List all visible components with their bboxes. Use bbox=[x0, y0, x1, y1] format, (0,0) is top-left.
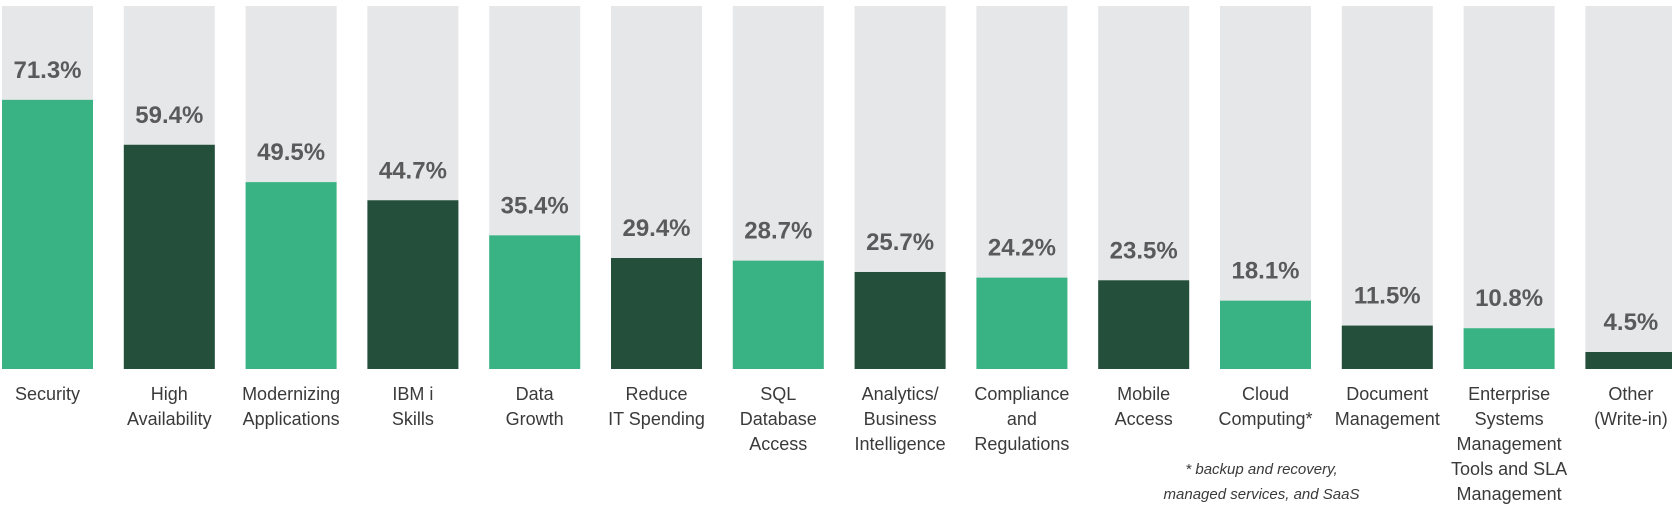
data-label: 24.2% bbox=[988, 235, 1056, 262]
tick-label: Computing* bbox=[1218, 409, 1312, 429]
tick-label: Other bbox=[1608, 384, 1653, 404]
bar-track bbox=[1585, 6, 1672, 369]
bar bbox=[732, 260, 824, 369]
tick-label: Data bbox=[516, 384, 555, 404]
bar bbox=[1585, 352, 1672, 369]
tick-label: Intelligence bbox=[855, 434, 946, 454]
bar bbox=[976, 277, 1068, 369]
bar bbox=[1098, 280, 1190, 369]
tick-label: Management bbox=[1457, 484, 1562, 504]
data-label: 23.5% bbox=[1110, 237, 1178, 264]
data-label: 11.5% bbox=[1354, 283, 1421, 310]
data-label: 18.1% bbox=[1231, 258, 1299, 285]
tick-label: Mobile bbox=[1117, 384, 1170, 404]
data-label: 10.8% bbox=[1475, 285, 1543, 312]
tick-label: SQL bbox=[760, 384, 796, 404]
bar bbox=[1463, 328, 1555, 369]
tick-label: Management bbox=[1457, 434, 1562, 454]
data-label: 28.7% bbox=[744, 218, 812, 245]
tick-label: Database bbox=[740, 409, 817, 429]
tick-label: Cloud bbox=[1242, 384, 1289, 404]
data-label: 49.5% bbox=[257, 139, 325, 166]
tick-label: Analytics/ bbox=[862, 384, 939, 404]
tick-label: Management bbox=[1335, 409, 1440, 429]
tick-label: Tools and SLA bbox=[1451, 459, 1567, 479]
tick-label: Security bbox=[15, 384, 80, 404]
data-label: 4.5% bbox=[1604, 309, 1659, 336]
tick-label: Access bbox=[749, 434, 807, 454]
data-label: 59.4% bbox=[135, 102, 203, 129]
tick-label: Document bbox=[1346, 384, 1428, 404]
tick-label: Reduce bbox=[625, 384, 687, 404]
bar bbox=[1220, 300, 1311, 369]
bar-track bbox=[1341, 6, 1433, 369]
bar bbox=[611, 258, 702, 369]
bar bbox=[1341, 325, 1433, 369]
bar bbox=[367, 200, 459, 369]
data-label: 25.7% bbox=[866, 229, 934, 256]
bar bbox=[123, 144, 215, 369]
tick-label: Regulations bbox=[974, 434, 1069, 454]
bar bbox=[854, 271, 946, 369]
bar-track bbox=[1463, 6, 1555, 369]
bar bbox=[489, 235, 581, 369]
tick-label: High bbox=[151, 384, 188, 404]
data-label: 29.4% bbox=[622, 215, 690, 242]
bar bbox=[2, 99, 93, 369]
data-label: 71.3% bbox=[13, 57, 81, 84]
tick-label: (Write-in) bbox=[1594, 409, 1668, 429]
tick-label: Compliance bbox=[974, 384, 1069, 404]
bar bbox=[245, 182, 337, 369]
tick-label: Availability bbox=[127, 409, 212, 429]
tick-label: IT Spending bbox=[608, 409, 705, 429]
tick-label: Growth bbox=[506, 409, 564, 429]
tick-label: Modernizing bbox=[242, 384, 340, 404]
footnote-annotation: * backup and recovery, bbox=[1185, 461, 1337, 478]
tick-label: Skills bbox=[392, 409, 434, 429]
tick-label: Applications bbox=[243, 409, 340, 429]
tick-label: Business bbox=[864, 409, 937, 429]
data-label: 44.7% bbox=[379, 157, 447, 184]
tick-label: IBM i bbox=[392, 384, 433, 404]
footnote-annotation: managed services, and SaaS bbox=[1164, 486, 1360, 503]
data-label: 35.4% bbox=[501, 192, 569, 219]
tick-label: Enterprise bbox=[1468, 384, 1550, 404]
tick-label: Systems bbox=[1475, 409, 1544, 429]
tick-label: Access bbox=[1115, 409, 1173, 429]
tick-label: and bbox=[1007, 409, 1037, 429]
